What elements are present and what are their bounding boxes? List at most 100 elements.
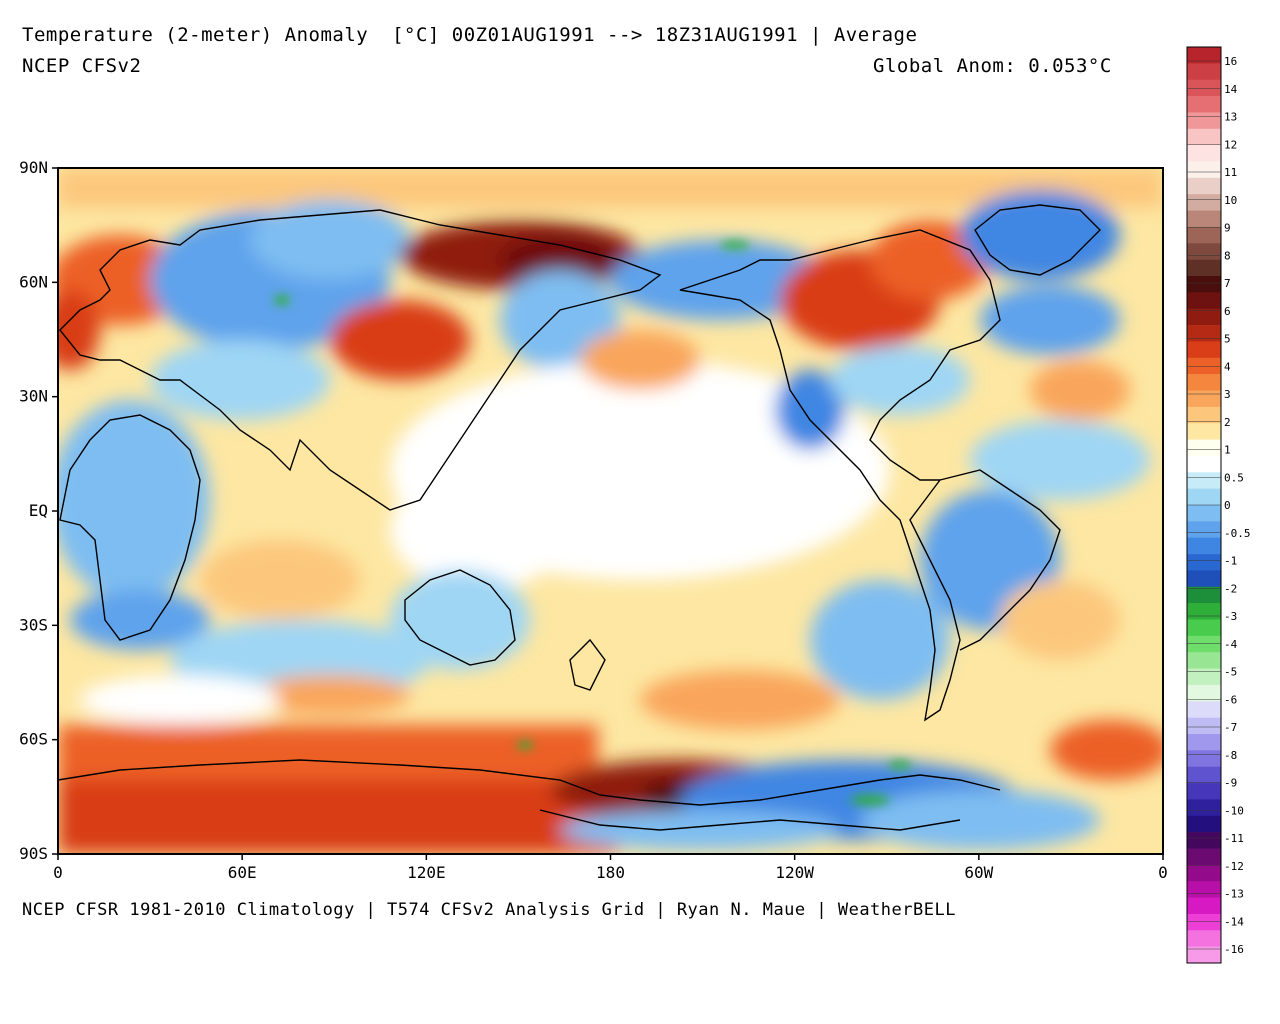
colorbar-swatch: [1187, 537, 1221, 555]
colorbar-swatch: [1187, 276, 1221, 293]
coastlines: [58, 204, 1101, 831]
colorbar-swatch: [1187, 259, 1221, 277]
colorbar-swatch: [1187, 374, 1221, 391]
colorbar-swatch: [1187, 586, 1221, 604]
colorbar-swatch: [1187, 112, 1221, 130]
colorbar-swatch: [1187, 619, 1221, 637]
colorbar-tick-label: -9: [1224, 777, 1237, 790]
colorbar-swatch: [1187, 455, 1221, 473]
colorbar-swatch: [1187, 734, 1221, 751]
colorbar-tick-label: 0: [1224, 499, 1231, 512]
colorbar-tick-label: -10: [1224, 804, 1244, 817]
longitude-axis: 0 60E 120E 180 120W 60W 0: [53, 854, 1168, 882]
latitude-axis: 90N 60N 30N EQ 30S 60S 90S: [19, 158, 58, 863]
colorbar-tick-label: -5: [1224, 666, 1237, 679]
colorbar-tick-label: -16: [1224, 943, 1244, 956]
colorbar-swatch: [1187, 946, 1221, 964]
model-name: NCEP CFSv2: [22, 55, 142, 77]
colorbar: 16 14 13 12 11 10 9 8 7 6 5 4 3 2 1 0.5 0 -0.5 -1 -2 -3 -4 -5 -…: [1186, 46, 1251, 964]
colorbar-tick-label: 10: [1224, 194, 1237, 207]
colorbar-swatch: [1187, 783, 1221, 800]
colorbar-tick-label: 1: [1224, 444, 1231, 457]
colorbar-swatch: [1187, 750, 1221, 768]
lon-label: 120E: [407, 863, 446, 882]
colorbar-swatch: [1187, 472, 1221, 489]
colorbar-swatch: [1187, 161, 1221, 179]
colorbar-swatch: [1187, 341, 1221, 359]
colorbar-tick-label: -11: [1224, 832, 1244, 845]
colorbar-tick-label: 14: [1224, 83, 1238, 96]
colorbar-swatch: [1187, 930, 1221, 947]
colorbar-swatch: [1187, 47, 1221, 64]
colorbar-tick-label: -3: [1224, 610, 1237, 623]
colorbar-swatch: [1187, 423, 1221, 440]
colorbar-swatch: [1187, 63, 1221, 81]
colorbar-tick-label: 0.5: [1224, 471, 1244, 484]
colorbar-tick-label: -0.5: [1224, 527, 1251, 540]
colorbar-swatch: [1187, 799, 1221, 817]
colorbar-swatch: [1187, 635, 1221, 653]
colorbar-tick-label: -12: [1224, 860, 1244, 873]
lon-label: 0: [53, 863, 63, 882]
lat-label: 60S: [19, 730, 48, 749]
colorbar-swatch: [1187, 570, 1221, 588]
colorbar-swatch: [1187, 652, 1221, 669]
colorbar-swatch: [1187, 243, 1221, 260]
colorbar-swatch: [1187, 292, 1221, 310]
colorbar-swatch: [1187, 684, 1221, 702]
colorbar-swatch: [1187, 96, 1221, 113]
colorbar-swatch: [1187, 701, 1221, 718]
lon-label: 60W: [964, 863, 993, 882]
colorbar-swatch: [1187, 488, 1221, 506]
colorbar-tick-label: -7: [1224, 721, 1237, 734]
colorbar-swatch: [1187, 325, 1221, 342]
colorbar-tick-label: -2: [1224, 582, 1237, 595]
footer-credit: NCEP CFSR 1981-2010 Climatology | T574 C…: [22, 900, 956, 920]
anomaly-field: [58, 168, 1163, 854]
colorbar-tick-label: -4: [1224, 638, 1238, 651]
colorbar-tick-label: -8: [1224, 749, 1237, 762]
lat-label: 30N: [19, 387, 48, 406]
colorbar-swatch: [1187, 226, 1221, 244]
lon-label: 60E: [228, 863, 257, 882]
colorbar-tick-label: 9: [1224, 222, 1231, 235]
colorbar-tick-label: 2: [1224, 416, 1231, 429]
colorbar-swatch: [1187, 210, 1221, 228]
colorbar-tick-label: -13: [1224, 888, 1244, 901]
colorbar-swatch: [1187, 390, 1221, 408]
colorbar-swatch: [1187, 848, 1221, 866]
colorbar-swatch: [1187, 521, 1221, 539]
colorbar-swatch: [1187, 145, 1221, 162]
colorbar-swatch: [1187, 128, 1221, 146]
colorbar-swatch: [1187, 897, 1221, 915]
colorbar-swatch: [1187, 406, 1221, 424]
colorbar-swatch: [1187, 177, 1221, 195]
colorbar-tick-label: 11: [1224, 166, 1237, 179]
colorbar-swatch: [1187, 439, 1221, 457]
colorbar-swatch: [1187, 766, 1221, 784]
lat-label: 60N: [19, 272, 48, 291]
lon-label: 180: [596, 863, 625, 882]
colorbar-tick-label: 8: [1224, 249, 1231, 262]
lat-label: 90S: [19, 844, 48, 863]
colorbar-tick-label: 6: [1224, 305, 1231, 318]
colorbar-tick-label: 13: [1224, 111, 1237, 124]
lat-label: 30S: [19, 615, 48, 634]
colorbar-swatch: [1187, 194, 1221, 211]
lon-label: 0: [1158, 863, 1168, 882]
colorbar-swatch: [1187, 79, 1221, 97]
colorbar-tick-label: 5: [1224, 333, 1231, 346]
colorbar-tick-label: -6: [1224, 693, 1237, 706]
colorbar-tick-label: 3: [1224, 388, 1231, 401]
lon-label: 120W: [775, 863, 814, 882]
colorbar-swatch: [1187, 308, 1221, 326]
colorbar-tick-label: 7: [1224, 277, 1231, 290]
colorbar-tick-label: -1: [1224, 555, 1237, 568]
colorbar-swatch: [1187, 913, 1221, 931]
colorbar-swatch: [1187, 832, 1221, 849]
colorbar-tick-label: 4: [1224, 360, 1231, 373]
colorbar-swatch: [1187, 815, 1221, 833]
colorbar-tick-label: 16: [1224, 55, 1237, 68]
